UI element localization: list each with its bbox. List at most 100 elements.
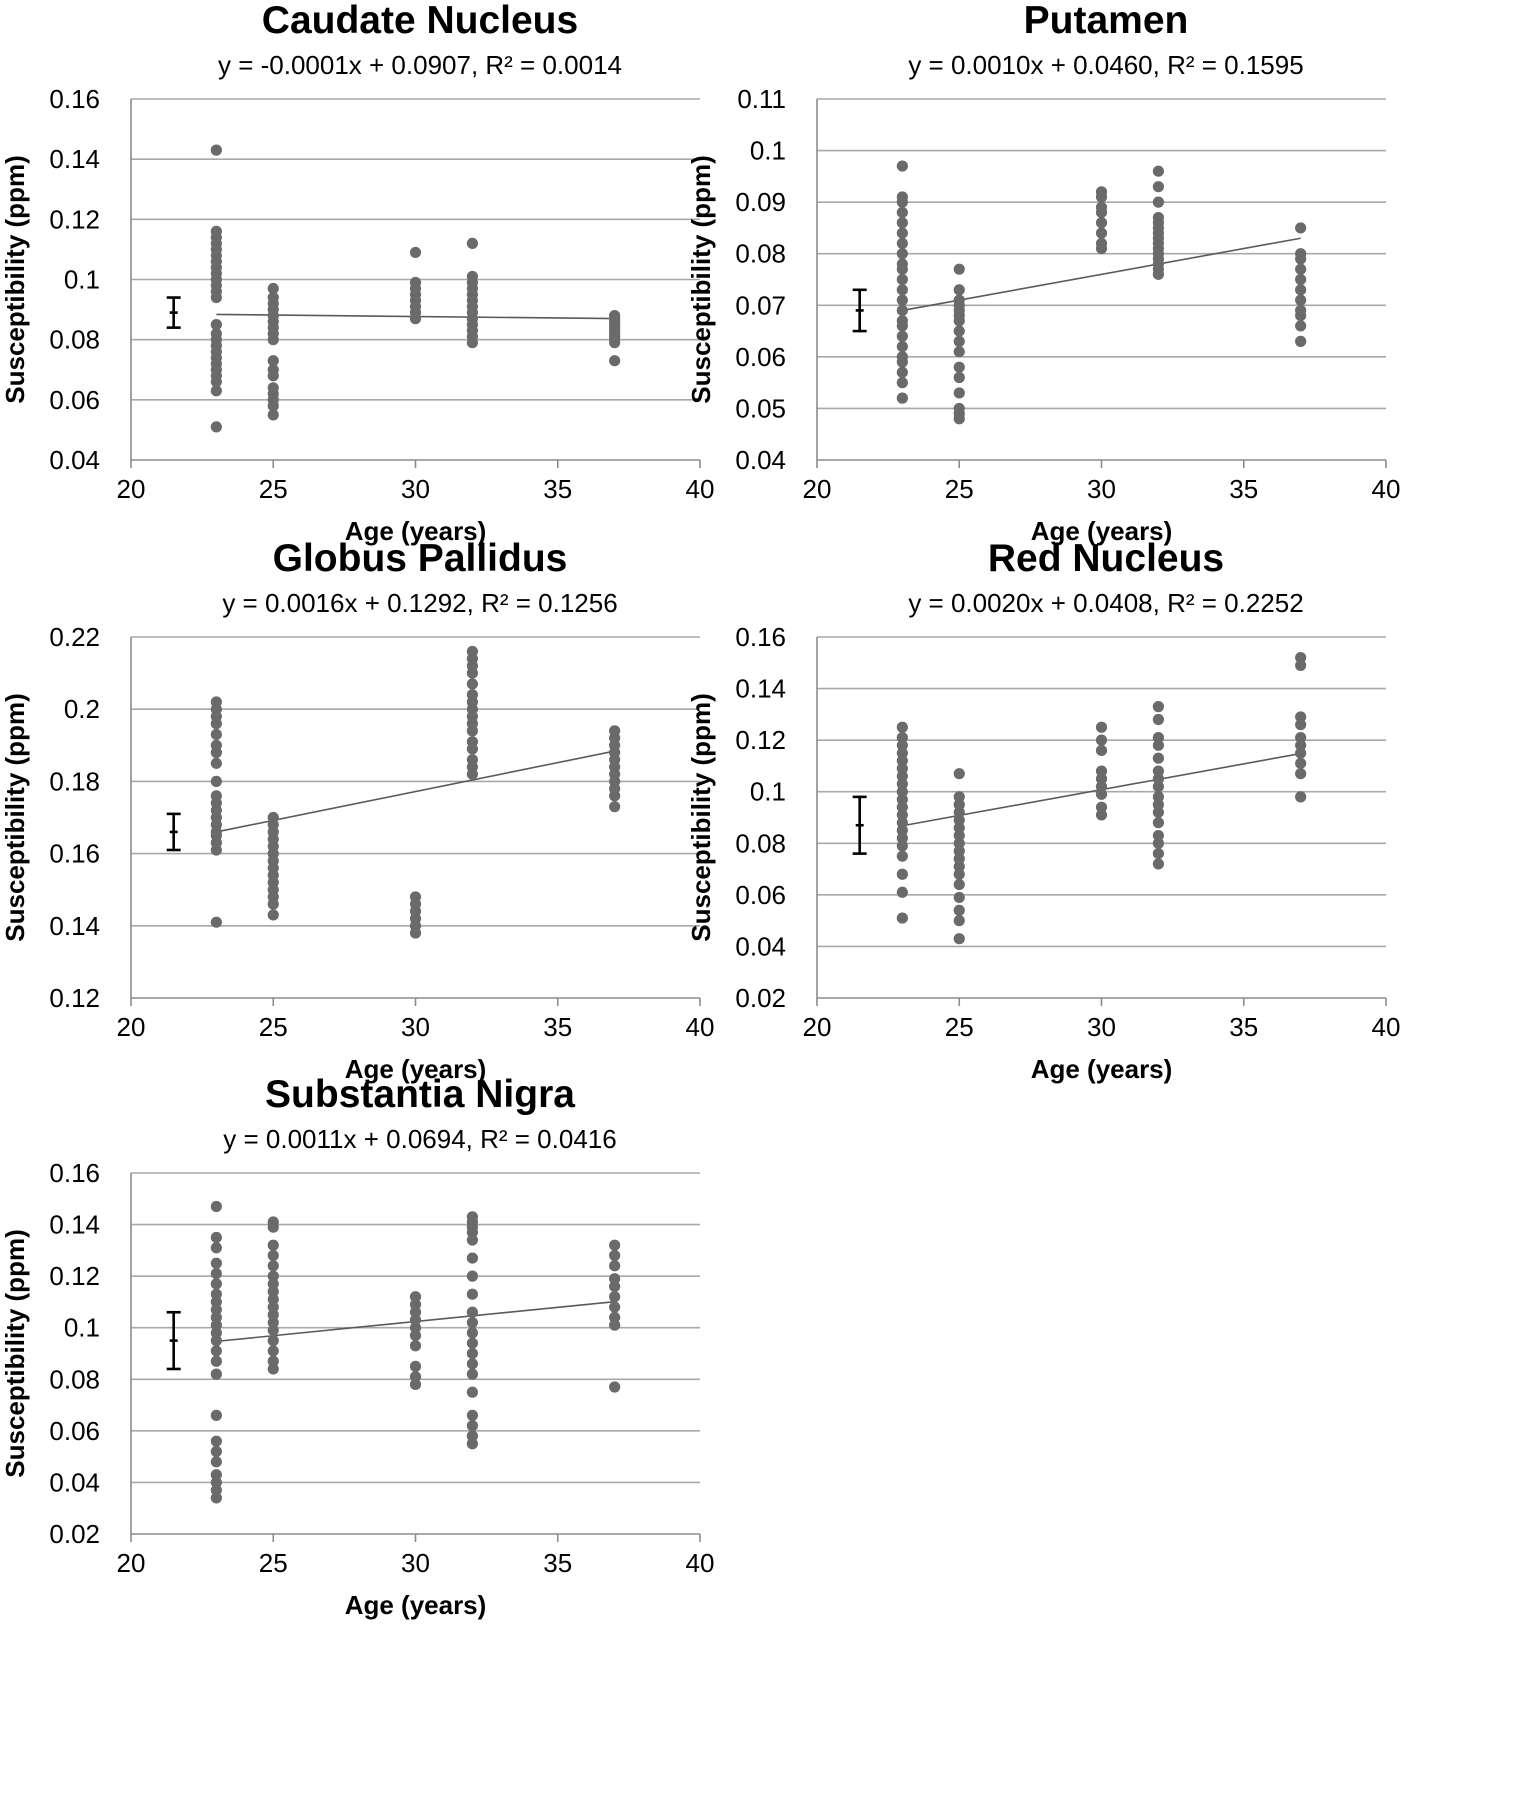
data-point [1152, 806, 1164, 818]
data-point [896, 248, 908, 260]
x-tick-label: 25 [945, 1012, 974, 1042]
data-point [210, 1311, 222, 1323]
data-point [1152, 765, 1164, 777]
data-point [267, 1335, 279, 1347]
data-point [267, 1355, 279, 1367]
y-tick-label: 0.08 [735, 239, 786, 269]
x-tick-label: 20 [803, 474, 832, 504]
data-point [267, 370, 279, 382]
data-point [466, 1368, 478, 1380]
data-point [210, 1492, 222, 1504]
y-axis-label: Susceptibility (ppm) [0, 155, 30, 403]
data-point [609, 1239, 621, 1251]
data-point [210, 1257, 222, 1269]
data-point [267, 1316, 279, 1329]
data-point [466, 1430, 478, 1442]
data-point [210, 1368, 222, 1380]
data-point [210, 757, 222, 769]
x-tick-label: 30 [401, 1548, 430, 1578]
data-point [1295, 273, 1307, 286]
data-point [210, 728, 222, 741]
data-point [609, 801, 621, 813]
data-point [896, 731, 908, 744]
data-point [267, 1301, 279, 1313]
data-point [609, 1273, 621, 1285]
data-point [1095, 242, 1108, 255]
data-point [1295, 731, 1307, 744]
data-point [210, 1267, 222, 1280]
data-point [953, 860, 965, 873]
data-point [210, 746, 222, 759]
data-point [267, 1249, 279, 1262]
data-point [1295, 791, 1307, 803]
x-tick-label: 25 [259, 1012, 288, 1042]
data-point [267, 1309, 279, 1321]
data-point [210, 1327, 222, 1339]
data-point [267, 334, 279, 346]
data-point [267, 1221, 279, 1233]
data-point [896, 755, 908, 767]
y-tick-label: 0.1 [750, 136, 786, 166]
y-axis-label: Susceptibility (ppm) [686, 155, 716, 403]
data-point [953, 284, 965, 296]
data-point [267, 355, 279, 367]
data-point [210, 1304, 222, 1316]
y-tick-label: 0.14 [49, 144, 100, 174]
data-point [210, 1231, 222, 1244]
data-point [953, 915, 965, 927]
y-tick-label: 0.05 [735, 393, 786, 423]
y-tick-label: 0.1 [750, 777, 786, 807]
data-point [409, 1360, 422, 1372]
data-point [466, 768, 478, 780]
data-point [609, 1291, 621, 1303]
data-point [466, 1226, 478, 1238]
data-point [210, 1435, 222, 1447]
data-point [953, 806, 965, 818]
y-tick-label: 0.12 [735, 725, 786, 755]
data-point [210, 775, 222, 787]
data-point [1152, 181, 1164, 193]
data-point [1152, 791, 1164, 803]
y-tick-label: 0.16 [735, 622, 786, 652]
data-point [210, 385, 222, 397]
data-point [896, 366, 908, 378]
data-point [1152, 268, 1164, 280]
y-tick-label: 0.06 [49, 1416, 100, 1446]
data-point [609, 1280, 621, 1293]
y-tick-label: 0.14 [735, 674, 786, 704]
data-point [466, 1386, 478, 1398]
data-point [609, 1260, 621, 1272]
data-point [896, 886, 908, 898]
data-point [896, 206, 908, 219]
data-point [1152, 799, 1164, 811]
data-point [896, 392, 908, 404]
data-point [896, 824, 908, 836]
data-point [953, 315, 965, 327]
data-point [953, 387, 965, 399]
data-point [1095, 721, 1108, 733]
data-point [466, 1234, 478, 1246]
data-point [953, 335, 965, 347]
y-tick-label: 0.02 [49, 1519, 100, 1549]
trend-equation: y = 0.0020x + 0.0408, R² = 0.2252 [908, 588, 1303, 618]
x-tick-label: 20 [803, 1012, 832, 1042]
y-tick-label: 0.06 [735, 342, 786, 372]
data-point [267, 898, 279, 910]
data-point [953, 325, 965, 337]
y-tick-label: 0.1 [64, 265, 100, 295]
data-point [409, 1371, 422, 1383]
data-point [896, 196, 908, 208]
data-point [896, 721, 908, 733]
y-tick-label: 0.12 [49, 983, 100, 1013]
data-point [210, 1296, 222, 1308]
data-point [210, 421, 222, 433]
y-tick-label: 0.08 [735, 828, 786, 858]
data-point [953, 933, 965, 945]
data-point [409, 1306, 422, 1318]
data-point [1095, 206, 1108, 219]
chart-title: Putamen [1024, 0, 1189, 42]
chart-title: Caudate Nucleus [262, 0, 578, 42]
data-point [896, 237, 908, 249]
x-axis-label: Age (years) [345, 1590, 487, 1620]
x-tick-label: 40 [1372, 1012, 1401, 1042]
